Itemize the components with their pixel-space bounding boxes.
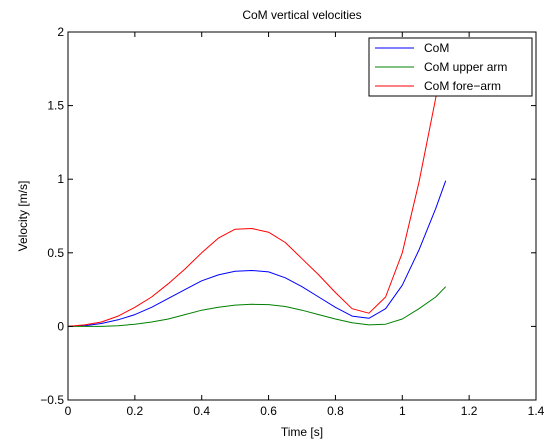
y-tick-label: 0 — [57, 319, 64, 333]
x-tick-label: 1.2 — [461, 404, 478, 418]
y-tick-label: −0.5 — [40, 393, 64, 407]
series-line-com — [68, 180, 447, 327]
legend-label-fore-arm: CoM fore−arm — [424, 79, 501, 93]
y-axis-label: Velocity [m/s] — [16, 181, 30, 252]
y-tick-label: 1.5 — [47, 99, 64, 113]
y-tick-label: 2 — [57, 25, 64, 39]
series-layer — [68, 39, 447, 327]
tick-layer: 0 0.2 0.4 0.6 0.8 1 1.2 1.4−0.500.511.52 — [40, 25, 544, 418]
legend-label-upper-arm: CoM upper arm — [424, 60, 507, 74]
axes-box — [67, 31, 537, 401]
x-tick-label: 1.4 — [528, 404, 545, 418]
y-tick-label: 0.5 — [47, 246, 64, 260]
x-tick-label: 0.4 — [193, 404, 210, 418]
chart-title: CoM vertical velocities — [242, 8, 361, 22]
x-tick-label: 0 — [65, 404, 72, 418]
x-axis-label: Time [s] — [281, 425, 323, 439]
x-tick-label: 0.8 — [327, 404, 344, 418]
legend-label-com: CoM — [424, 41, 449, 55]
x-tick-label: 0.6 — [260, 404, 277, 418]
y-tick-label: 1 — [57, 172, 64, 186]
legend: CoM CoM upper arm CoM fore−arm — [368, 37, 533, 97]
series-line-upper-arm — [68, 286, 447, 327]
series-line-fore-arm — [68, 39, 447, 327]
x-tick-label: 0.2 — [127, 404, 144, 418]
x-tick-label: 1 — [399, 404, 406, 418]
